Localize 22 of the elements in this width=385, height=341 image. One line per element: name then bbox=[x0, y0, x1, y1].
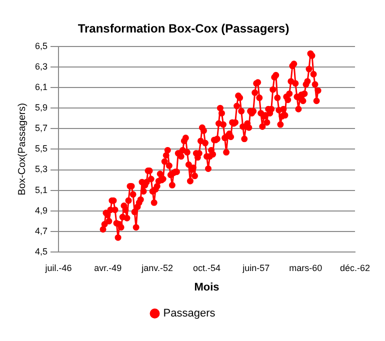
y-tick-label: 6,1 bbox=[34, 82, 48, 92]
y-tick-label: 6,3 bbox=[34, 61, 48, 72]
y-tick-label: 5,7 bbox=[34, 123, 48, 134]
x-axis-title: Mois bbox=[194, 281, 220, 294]
y-tick-label: 4,5 bbox=[34, 246, 48, 256]
x-tick-label: avr.-49 bbox=[94, 262, 122, 273]
y-tick-label: 5,9 bbox=[34, 102, 48, 113]
y-tick-label: 5,1 bbox=[34, 184, 48, 195]
y-tick-label: 5,3 bbox=[34, 164, 48, 174]
chart-title: Transformation Box-Cox (Passagers) bbox=[78, 22, 290, 36]
y-tick-label: 6,5 bbox=[34, 40, 48, 51]
y-tick-label: 4,9 bbox=[34, 205, 48, 216]
x-tick-label: mars-60 bbox=[289, 262, 322, 273]
y-tick-label: 4,7 bbox=[34, 226, 48, 236]
x-tick-label: déc.-62 bbox=[340, 262, 370, 273]
x-tick-label: juin-57 bbox=[242, 262, 270, 273]
x-tick-label: oct.-54 bbox=[192, 262, 220, 273]
y-tick-label: 5,5 bbox=[34, 144, 48, 154]
x-tick-label: juil.-46 bbox=[44, 262, 72, 273]
y-axis-title: Box-Cox(Passagers) bbox=[16, 103, 28, 196]
legend-label: Passagers bbox=[163, 308, 216, 320]
x-tick-label: janv.-52 bbox=[140, 262, 174, 273]
